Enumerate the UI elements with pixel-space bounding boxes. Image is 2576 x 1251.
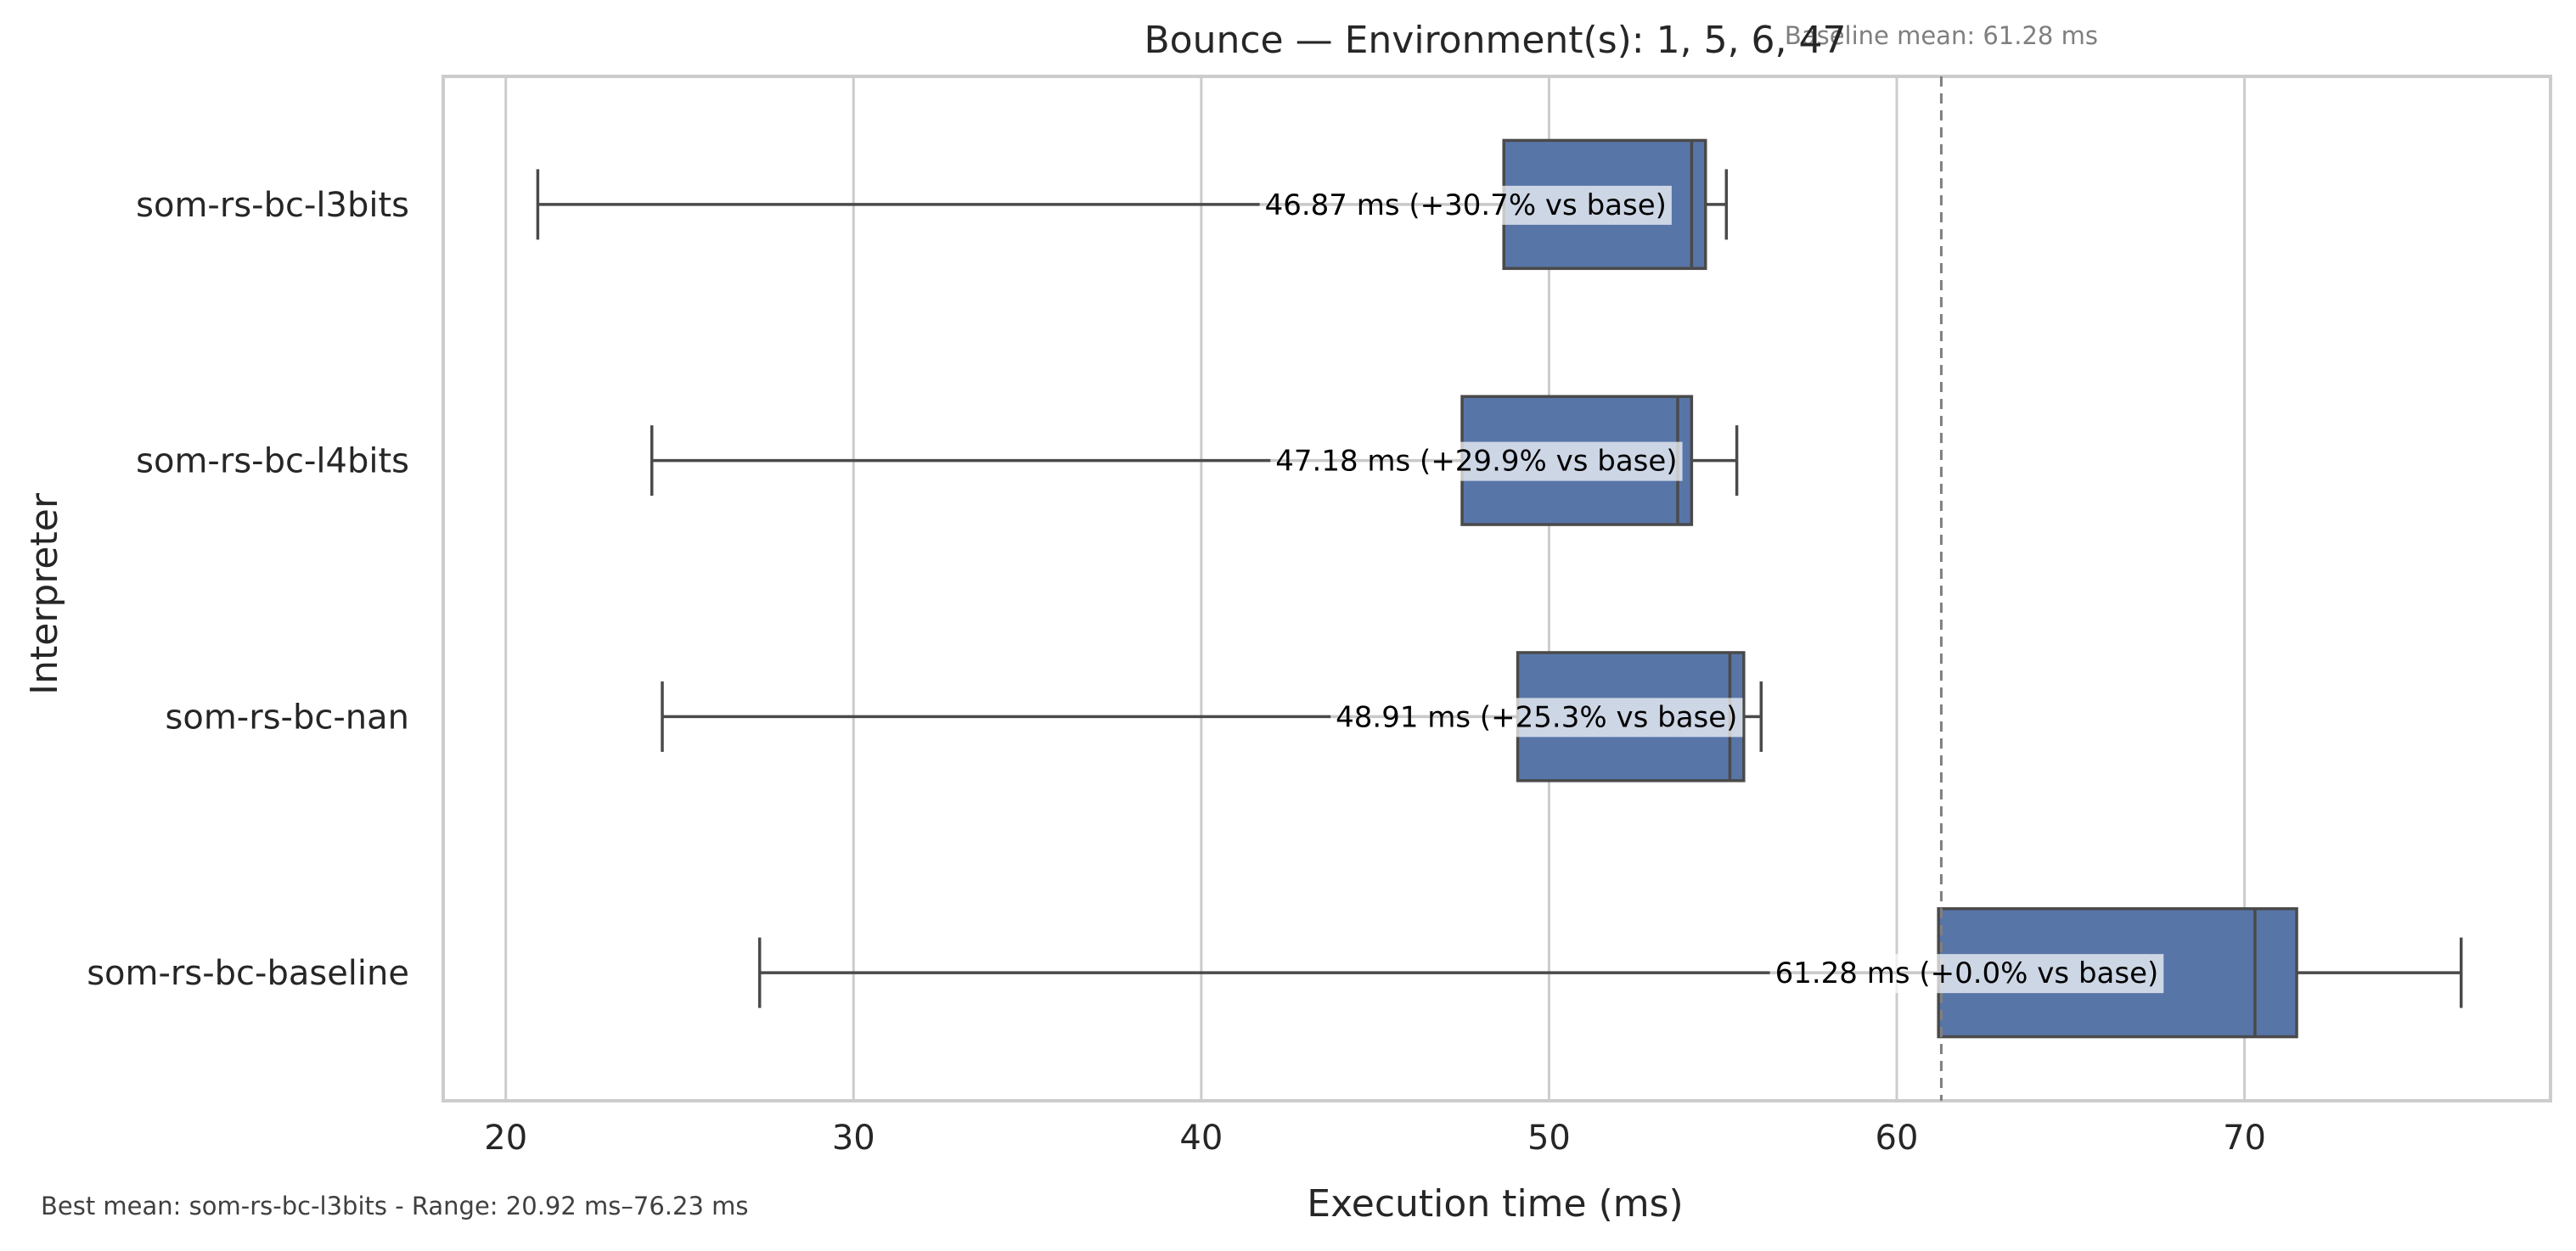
x-tick-label: 50 [1527, 1119, 1571, 1158]
mean-annotations: 46.87 ms (+30.7% vs base) 47.18 ms (+29.9… [1259, 185, 2164, 994]
x-tick-label: 20 [484, 1119, 527, 1158]
mean-annotation: 61.28 ms (+0.0% vs base) [1769, 954, 2164, 994]
plot-frame [442, 75, 2552, 1102]
mean-annotation: 47.18 ms (+29.9% vs base) [1270, 441, 1683, 481]
y-category-label: som-rs-bc-nan [166, 698, 409, 737]
y-category-label: som-rs-bc-baseline [87, 954, 409, 993]
annotation-text: 61.28 ms (+0.0% vs base) [1775, 956, 2159, 990]
baseline-label: Baseline mean: 61.28 ms [1785, 21, 2098, 50]
mean-annotation: 48.91 ms (+25.3% vs base) [1330, 698, 1743, 738]
x-axis-label: Execution time (ms) [1307, 1182, 1683, 1226]
annotation-background [1769, 954, 2164, 994]
y-category-labels: som-rs-bc-l3bits som-rs-bc-l4bits som-rs-b… [87, 186, 409, 993]
footer-note: Best mean: som-rs-bc-l3bits - Range: 20.… [41, 1192, 749, 1220]
y-category-label: som-rs-bc-l3bits [136, 186, 409, 225]
annotation-text: 48.91 ms (+25.3% vs base) [1336, 700, 1737, 734]
chart-title: Bounce — Environment(s): 1, 5, 6, 47 [1144, 19, 1846, 62]
x-tick-label: 60 [1876, 1119, 1919, 1158]
annotation-text: 47.18 ms (+29.9% vs base) [1275, 445, 1677, 479]
x-tick-labels: 20 30 40 50 60 70 [484, 1119, 2266, 1158]
y-axis-label: Interpreter [23, 492, 66, 695]
x-tick-label: 40 [1179, 1119, 1223, 1158]
annotation-background [1259, 185, 1672, 225]
x-tick-label: 30 [832, 1119, 875, 1158]
x-tick-label: 70 [2223, 1119, 2266, 1158]
annotation-background [1330, 698, 1743, 738]
mean-annotation: 46.87 ms (+30.7% vs base) [1259, 185, 1672, 225]
annotation-background [1270, 441, 1683, 481]
box-series [536, 138, 2463, 1039]
y-category-label: som-rs-bc-l4bits [136, 442, 409, 481]
annotation-text: 46.87 ms (+30.7% vs base) [1265, 188, 1667, 222]
